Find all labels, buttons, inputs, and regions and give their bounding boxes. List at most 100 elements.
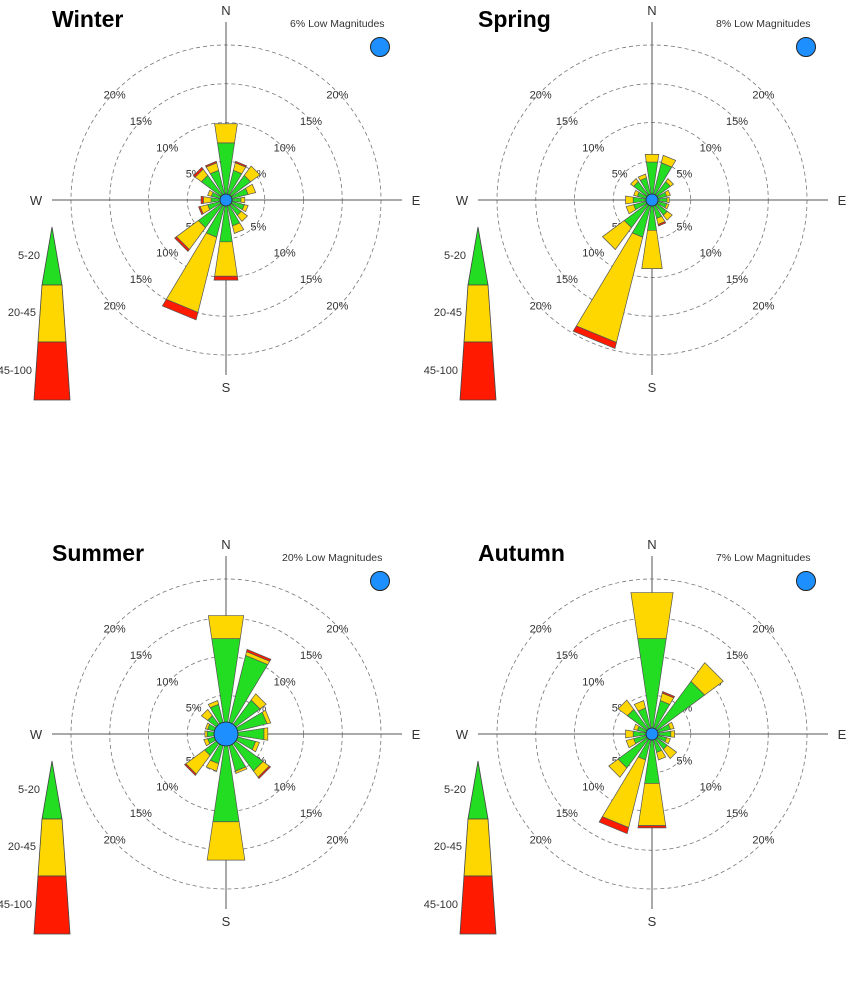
petal-n-20-45 bbox=[644, 154, 660, 163]
petal-ne-20-45 bbox=[243, 165, 261, 183]
petal-se-20-45 bbox=[662, 210, 673, 221]
compass-label-s: S bbox=[648, 914, 657, 929]
petal-e-20-45 bbox=[670, 730, 675, 738]
ring-label: 15% bbox=[726, 650, 748, 662]
compass-label-s: S bbox=[222, 914, 231, 929]
petal-n-20-45 bbox=[207, 615, 245, 639]
petal-ese-20-45 bbox=[664, 203, 670, 210]
ring-label: 10% bbox=[582, 782, 604, 794]
petal-w-20-45 bbox=[204, 730, 208, 738]
low-magnitudes-label: 6% Low Magnitudes bbox=[290, 18, 385, 30]
ring-label: 5% bbox=[676, 755, 692, 767]
ring-label: 15% bbox=[556, 808, 578, 820]
compass-label-n: N bbox=[221, 3, 230, 18]
legend-swatch-45-100 bbox=[33, 875, 71, 935]
petal-nnw-20-45 bbox=[633, 700, 646, 712]
ring-label: 20% bbox=[326, 90, 348, 102]
petal-wsw-45-100 bbox=[198, 206, 204, 216]
petal-ene-20-45 bbox=[261, 709, 272, 725]
legend-swatch-45-100 bbox=[33, 341, 71, 401]
petal-ssw-45-100 bbox=[598, 816, 630, 835]
petal-wsw-20-45 bbox=[625, 204, 637, 215]
ring-label: 5% bbox=[676, 169, 692, 181]
ring-label: 10% bbox=[582, 142, 604, 154]
legend-label-45-100: 45-100 bbox=[0, 365, 32, 377]
low-magnitudes-label: 20% Low Magnitudes bbox=[282, 552, 383, 564]
petal-se-20-45 bbox=[662, 744, 678, 760]
petal-s-45-100 bbox=[213, 275, 239, 281]
petal-w-45-100 bbox=[200, 195, 204, 205]
petal-e-20-45 bbox=[263, 727, 269, 741]
petal-ese-20-45 bbox=[251, 740, 260, 753]
petal-wnw-20-45 bbox=[207, 189, 214, 197]
legend-swatch-45-100 bbox=[459, 341, 497, 401]
windrose-panel-winter: NSEW5%5%5%5%10%10%10%10%15%15%15%15%20%2… bbox=[0, 0, 424, 470]
windrose-panel-autumn: NSEW5%5%5%5%10%10%10%10%15%15%15%15%20%2… bbox=[424, 534, 849, 1004]
ring-label: 15% bbox=[556, 274, 578, 286]
ring-label: 10% bbox=[156, 142, 178, 154]
ring-label: 15% bbox=[726, 274, 748, 286]
compass-label-w: W bbox=[456, 193, 469, 208]
compass-label-w: W bbox=[30, 727, 43, 742]
ring-label: 10% bbox=[274, 248, 296, 260]
petal-s-20-45 bbox=[637, 783, 667, 826]
ring-label: 20% bbox=[752, 624, 774, 636]
legend-swatch-5-20 bbox=[467, 226, 489, 286]
ring-label: 15% bbox=[726, 116, 748, 128]
chart-title: Summer bbox=[52, 540, 145, 566]
ring-label: 20% bbox=[752, 90, 774, 102]
petal-nnw-45-100 bbox=[204, 160, 218, 168]
centre-hub bbox=[645, 193, 659, 207]
petal-ene-20-45 bbox=[245, 183, 257, 195]
petal-wnw-20-45 bbox=[633, 189, 640, 197]
compass-label-s: S bbox=[222, 380, 231, 395]
compass-label-e: E bbox=[838, 727, 847, 742]
chart-title: Winter bbox=[52, 6, 124, 32]
petal-ne-20-45 bbox=[250, 693, 267, 710]
petal-sw-20-45 bbox=[185, 749, 211, 775]
centre-hub bbox=[213, 721, 239, 747]
petal-s-20-45 bbox=[206, 821, 246, 861]
petal-sse-20-45 bbox=[234, 766, 248, 774]
petal-nw-20-45 bbox=[629, 177, 639, 187]
petal-sse-20-45 bbox=[232, 222, 245, 234]
ring-label: 15% bbox=[556, 650, 578, 662]
ring-label: 10% bbox=[700, 142, 722, 154]
compass-label-e: E bbox=[412, 727, 421, 742]
ring-label: 15% bbox=[300, 116, 322, 128]
petal-nw-20-45 bbox=[200, 708, 213, 721]
petal-s-45-100 bbox=[637, 825, 667, 829]
petal-sse-45-100 bbox=[657, 221, 667, 227]
legend-swatch-5-20 bbox=[41, 760, 63, 820]
windrose-chart-spring: NSEW5%5%5%5%10%10%10%10%15%15%15%15%20%2… bbox=[424, 3, 847, 401]
windrose-panel-summer: NSEW5%5%5%5%10%10%10%10%15%15%15%15%20%2… bbox=[0, 534, 424, 1004]
low-magnitudes-dot bbox=[370, 571, 390, 591]
legend-swatch-5-20 bbox=[467, 760, 489, 820]
petal-nw-45-100 bbox=[192, 166, 204, 178]
ring-label: 10% bbox=[156, 676, 178, 688]
ring-label: 15% bbox=[556, 116, 578, 128]
ring-label: 20% bbox=[752, 300, 774, 312]
ring-label: 5% bbox=[676, 221, 692, 233]
petal-nne-20-45 bbox=[660, 154, 677, 168]
petal-ese-20-45 bbox=[664, 737, 671, 745]
ring-label: 20% bbox=[104, 300, 126, 312]
ring-label: 15% bbox=[300, 808, 322, 820]
petal-se-20-45 bbox=[236, 210, 249, 223]
legend-label-20-45: 20-45 bbox=[8, 841, 36, 853]
petal-n-20-45 bbox=[214, 123, 238, 144]
ring-label: 20% bbox=[530, 834, 552, 846]
chart-title: Spring bbox=[478, 6, 551, 32]
legend-label-5-20: 5-20 bbox=[444, 784, 466, 796]
legend-label-5-20: 5-20 bbox=[18, 784, 40, 796]
petal-wnw-20-45 bbox=[204, 722, 211, 730]
windrose-chart-winter: NSEW5%5%5%5%10%10%10%10%15%15%15%15%20%2… bbox=[0, 3, 421, 401]
ring-label: 10% bbox=[700, 248, 722, 260]
ring-label: 20% bbox=[752, 834, 774, 846]
legend-label-20-45: 20-45 bbox=[434, 307, 462, 319]
ring-label: 10% bbox=[700, 782, 722, 794]
legend-swatch-5-20 bbox=[41, 226, 63, 286]
petal-nnw-20-45 bbox=[207, 700, 220, 709]
ring-label: 10% bbox=[156, 782, 178, 794]
low-magnitudes-dot bbox=[796, 37, 816, 57]
